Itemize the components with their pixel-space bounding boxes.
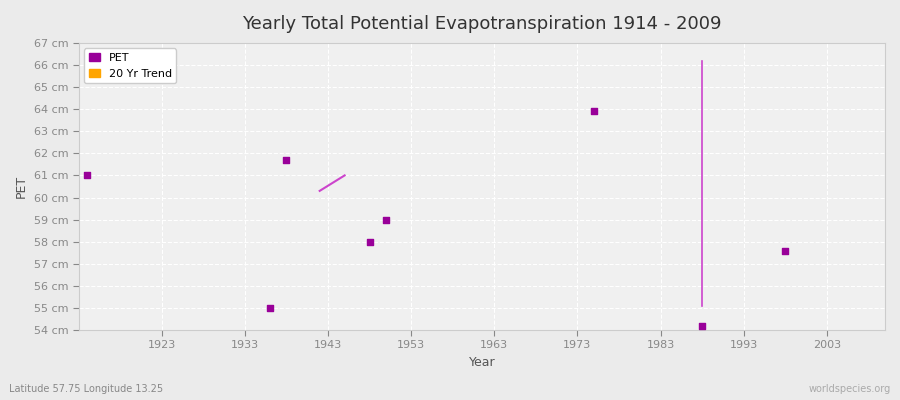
Title: Yearly Total Potential Evapotranspiration 1914 - 2009: Yearly Total Potential Evapotranspiratio… bbox=[242, 15, 722, 33]
Text: Latitude 57.75 Longitude 13.25: Latitude 57.75 Longitude 13.25 bbox=[9, 384, 163, 394]
Point bbox=[695, 322, 709, 329]
Point bbox=[279, 157, 293, 163]
Point bbox=[363, 238, 377, 245]
Point bbox=[263, 305, 277, 311]
Legend: PET, 20 Yr Trend: PET, 20 Yr Trend bbox=[85, 48, 176, 83]
Y-axis label: PET: PET bbox=[15, 175, 28, 198]
Point bbox=[379, 216, 393, 223]
Point bbox=[587, 108, 601, 114]
Point bbox=[80, 172, 94, 179]
Text: worldspecies.org: worldspecies.org bbox=[809, 384, 891, 394]
Point bbox=[778, 247, 792, 254]
X-axis label: Year: Year bbox=[469, 356, 495, 369]
